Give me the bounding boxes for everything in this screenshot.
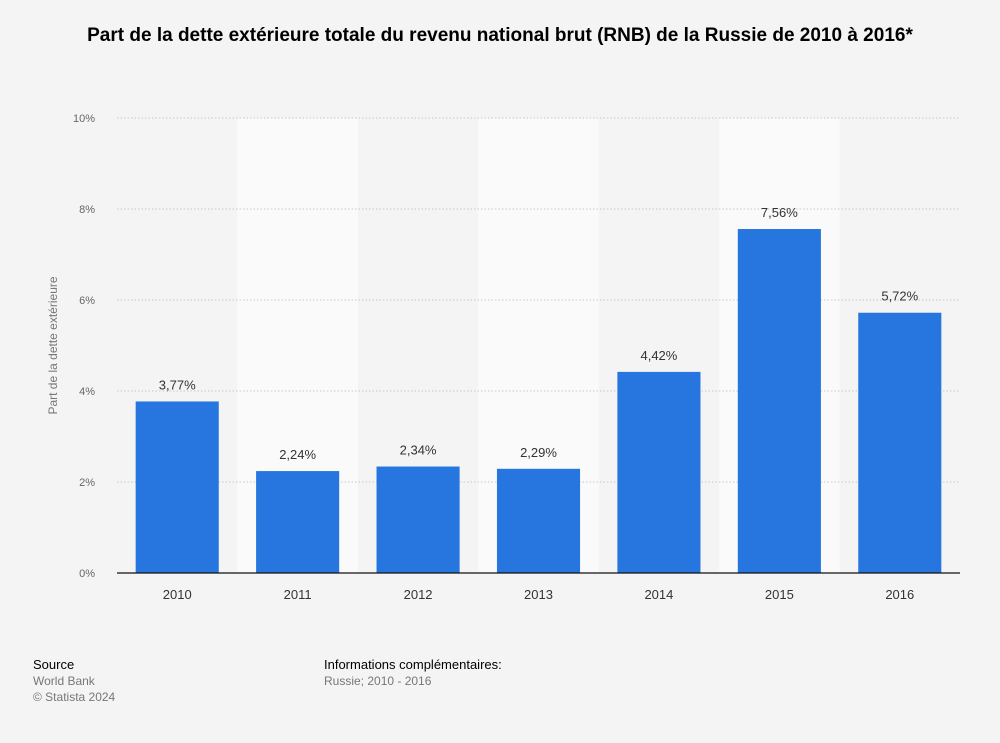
info-block: Informations complémentaires: Russie; 20… xyxy=(324,657,502,689)
x-tick-label: 2010 xyxy=(163,587,192,602)
y-tick-label: 6% xyxy=(79,295,95,307)
bars xyxy=(135,229,942,573)
data-label: 7,56% xyxy=(761,205,798,220)
source-name: World Bank xyxy=(33,674,95,688)
chart-title: Part de la dette extérieure totale du re… xyxy=(87,25,913,46)
bar xyxy=(617,371,701,573)
info-heading: Informations complémentaires: xyxy=(324,657,502,672)
y-tick-label: 4% xyxy=(79,386,95,398)
data-label: 2,34% xyxy=(400,443,437,458)
x-tick-label: 2011 xyxy=(284,587,312,602)
x-tick-label: 2016 xyxy=(885,587,914,602)
bar xyxy=(256,471,340,573)
data-label: 4,42% xyxy=(640,348,677,363)
x-tick-label: 2012 xyxy=(404,587,433,602)
y-tick-label: 8% xyxy=(79,204,95,216)
y-axis-label: Part de la dette extérieure xyxy=(46,276,60,414)
data-label: 2,29% xyxy=(520,445,557,460)
y-tick-label: 2% xyxy=(79,477,95,489)
x-tick-label: 2013 xyxy=(524,587,553,602)
bar xyxy=(376,466,460,573)
y-tick-label: 0% xyxy=(79,568,95,580)
data-labels: 3,77% 2,24% 2,34% 2,29% 4,42% 7,56% 5,72% xyxy=(159,205,919,462)
source-heading: Source xyxy=(33,657,75,672)
source-block: Source World Bank © Statista 2024 xyxy=(33,657,115,705)
bar xyxy=(496,468,581,573)
x-axis-ticks: 2010 2011 2012 2013 2014 2015 2016 xyxy=(163,587,914,602)
x-tick-label: 2014 xyxy=(644,587,673,602)
bar xyxy=(858,312,942,573)
y-tick-label: 10% xyxy=(73,113,95,125)
info-text: Russie; 2010 - 2016 xyxy=(324,674,432,688)
data-label: 2,24% xyxy=(279,447,316,462)
bar xyxy=(737,229,821,573)
data-label: 3,77% xyxy=(159,377,196,392)
bar xyxy=(135,401,219,573)
y-axis-ticks: 0% 2% 4% 6% 8% 10% xyxy=(73,113,95,580)
copyright: © Statista 2024 xyxy=(33,690,116,704)
x-tick-label: 2015 xyxy=(765,587,794,602)
data-label: 5,72% xyxy=(881,289,918,304)
